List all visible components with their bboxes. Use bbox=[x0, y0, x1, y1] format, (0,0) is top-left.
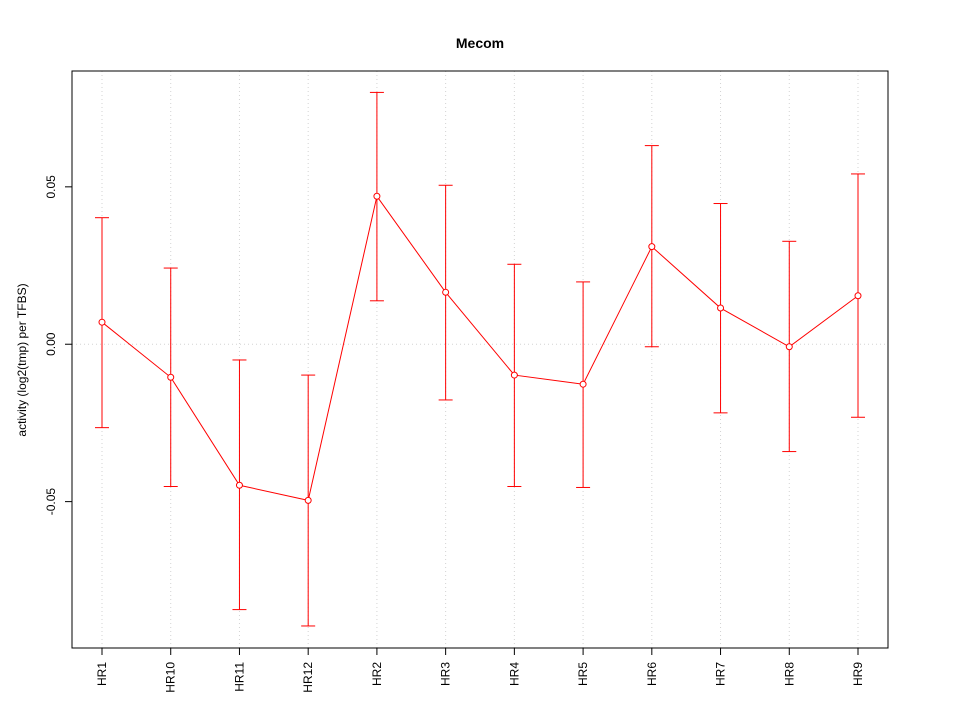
data-point bbox=[373, 192, 381, 200]
x-tick-label: HR9 bbox=[851, 662, 865, 686]
x-tick-label: HR1 bbox=[95, 662, 109, 686]
x-tick-label: HR2 bbox=[370, 662, 384, 686]
series-line bbox=[101, 195, 859, 501]
data-point bbox=[442, 288, 450, 296]
data-point bbox=[854, 292, 862, 300]
data-point bbox=[98, 318, 106, 326]
data-point bbox=[167, 373, 175, 381]
y-tick-label: 0.05 bbox=[44, 175, 58, 199]
y-tick-label: -0.05 bbox=[44, 488, 58, 516]
x-tick-label: HR10 bbox=[164, 662, 178, 693]
data-point bbox=[648, 243, 656, 251]
y-tick-label: 0.00 bbox=[44, 332, 58, 356]
data-point bbox=[785, 343, 793, 351]
data-point bbox=[510, 371, 518, 379]
chart-title: Mecom bbox=[456, 35, 504, 51]
x-axis: HR1 HR10 HR11 HR12 HR2 HR3 HR4 HR5 HR6 HR7 HR8 HR9 bbox=[95, 648, 865, 693]
x-tick-label: HR12 bbox=[301, 662, 315, 693]
data-point bbox=[304, 496, 312, 504]
y-axis: -0.05 0.00 0.05 bbox=[44, 175, 72, 515]
x-tick-label: HR7 bbox=[714, 662, 728, 686]
series-layer bbox=[95, 91, 865, 627]
y-axis-label: activity (log2(tmp) per TFBS) bbox=[15, 283, 29, 436]
x-tick-label: HR5 bbox=[576, 662, 590, 686]
x-tick-label: HR4 bbox=[507, 662, 521, 686]
plot-frame bbox=[71, 70, 889, 649]
x-tick-label: HR8 bbox=[782, 662, 796, 686]
x-tick-label: HR3 bbox=[439, 662, 453, 686]
data-point bbox=[579, 380, 587, 388]
grid bbox=[72, 71, 888, 648]
data-point bbox=[235, 481, 243, 489]
x-tick-label: HR6 bbox=[645, 662, 659, 686]
x-tick-label: HR11 bbox=[232, 662, 246, 692]
data-point bbox=[717, 304, 725, 312]
